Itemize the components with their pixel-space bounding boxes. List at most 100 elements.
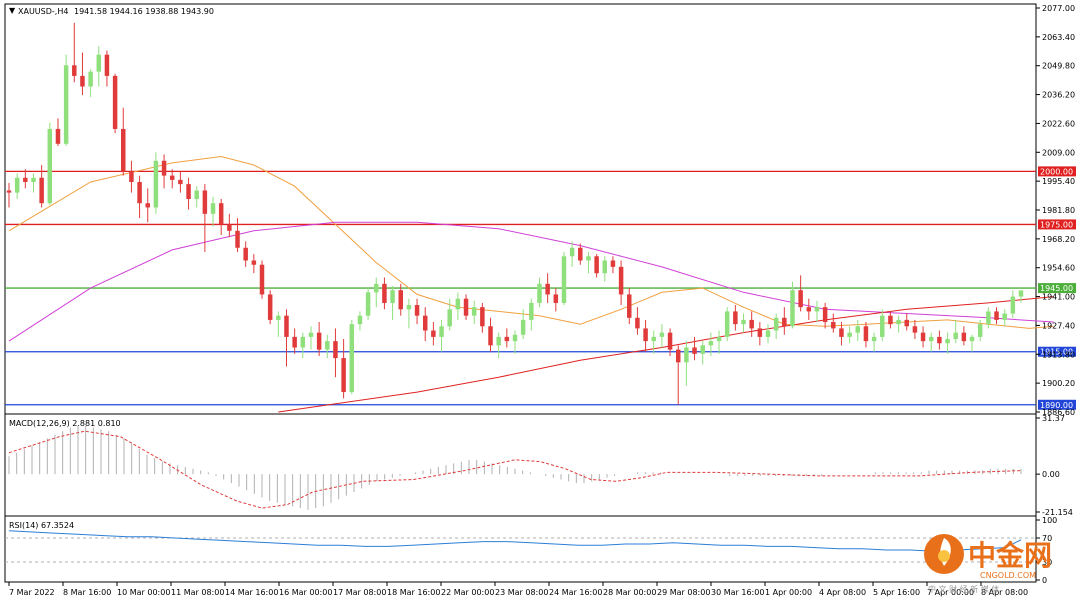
candle-body[interactable]: [235, 230, 240, 248]
candle-body[interactable]: [529, 302, 534, 320]
candle-body[interactable]: [80, 75, 85, 87]
candle-body[interactable]: [847, 332, 852, 337]
candle-body[interactable]: [47, 128, 53, 204]
candle-body[interactable]: [814, 307, 820, 312]
candle-body[interactable]: [782, 317, 787, 327]
candle-body[interactable]: [773, 317, 779, 331]
candle-body[interactable]: [243, 247, 248, 261]
candle-body[interactable]: [610, 260, 616, 267]
candle-body[interactable]: [382, 283, 387, 303]
candle-body[interactable]: [659, 332, 665, 337]
candle-body[interactable]: [904, 319, 909, 327]
candle-body[interactable]: [14, 177, 20, 193]
candle-body[interactable]: [447, 309, 452, 327]
candle-body[interactable]: [422, 315, 428, 331]
candle-body[interactable]: [733, 311, 738, 325]
candle-body[interactable]: [104, 54, 110, 76]
candle-body[interactable]: [169, 175, 175, 180]
candle-body[interactable]: [651, 336, 656, 342]
candle-body[interactable]: [161, 160, 167, 176]
candle-body[interactable]: [961, 332, 967, 342]
candle-body[interactable]: [969, 336, 975, 342]
candle-body[interactable]: [553, 294, 559, 303]
candle-body[interactable]: [798, 290, 803, 308]
candle-body[interactable]: [496, 336, 501, 346]
candle-body[interactable]: [504, 336, 510, 342]
candle-body[interactable]: [72, 65, 77, 76]
candle-body[interactable]: [398, 290, 403, 310]
candle-body[interactable]: [129, 171, 134, 182]
candle-body[interactable]: [757, 328, 763, 337]
candle-body[interactable]: [888, 315, 893, 325]
candle-body[interactable]: [218, 203, 224, 225]
candle-body[interactable]: [994, 311, 999, 320]
candle-body[interactable]: [251, 260, 257, 265]
candle-body[interactable]: [928, 336, 934, 342]
candle-body[interactable]: [1002, 313, 1007, 320]
candle-body[interactable]: [431, 330, 436, 337]
candle-body[interactable]: [333, 341, 338, 359]
candle-body[interactable]: [96, 54, 102, 72]
candle-body[interactable]: [202, 190, 208, 214]
candle-body[interactable]: [6, 190, 12, 193]
candle-body[interactable]: [692, 347, 697, 354]
candle-body[interactable]: [480, 307, 485, 327]
candle-body[interactable]: [880, 315, 885, 337]
candle-body[interactable]: [594, 256, 599, 274]
candle-body[interactable]: [471, 307, 477, 316]
candle-body[interactable]: [618, 266, 624, 295]
candle-body[interactable]: [986, 311, 991, 325]
candle-body[interactable]: [977, 324, 983, 337]
candle-body[interactable]: [308, 332, 314, 337]
candle-body[interactable]: [31, 177, 36, 182]
candle-body[interactable]: [463, 298, 469, 316]
candle-body[interactable]: [63, 65, 69, 144]
candle-body[interactable]: [684, 347, 689, 363]
candle-body[interactable]: [145, 203, 150, 208]
candle-body[interactable]: [855, 326, 861, 333]
candle-body[interactable]: [112, 75, 118, 129]
candle-body[interactable]: [55, 128, 61, 144]
candle-body[interactable]: [863, 326, 869, 342]
candle-body[interactable]: [23, 177, 28, 182]
candle-body[interactable]: [627, 294, 632, 318]
candle-body[interactable]: [912, 326, 918, 333]
candle-body[interactable]: [520, 319, 526, 335]
candle-body[interactable]: [316, 332, 322, 350]
candle-body[interactable]: [831, 322, 836, 329]
candle-body[interactable]: [765, 330, 771, 337]
candle-body[interactable]: [1018, 290, 1024, 297]
candle-body[interactable]: [920, 332, 926, 342]
candle-body[interactable]: [953, 332, 958, 340]
candle-body[interactable]: [267, 294, 273, 320]
candle-body[interactable]: [357, 315, 363, 325]
candle-body[interactable]: [390, 290, 395, 303]
dropdown-arrow-icon[interactable]: ▼: [9, 6, 16, 15]
candle-body[interactable]: [210, 203, 216, 214]
candle-body[interactable]: [578, 247, 583, 261]
candle-body[interactable]: [365, 292, 371, 316]
candle-body[interactable]: [374, 283, 379, 293]
candle-body[interactable]: [178, 179, 183, 185]
candle-body[interactable]: [300, 336, 306, 348]
candle-body[interactable]: [488, 326, 493, 346]
candle-body[interactable]: [121, 128, 126, 172]
candle-body[interactable]: [349, 324, 355, 393]
candle-body[interactable]: [700, 345, 705, 354]
candle-body[interactable]: [325, 341, 330, 350]
candle-body[interactable]: [586, 256, 591, 261]
candle-body[interactable]: [569, 247, 575, 257]
candle-body[interactable]: [896, 319, 901, 325]
candle-body[interactable]: [643, 328, 648, 342]
candle-body[interactable]: [602, 260, 608, 274]
candle-body[interactable]: [292, 336, 297, 348]
candle-body[interactable]: [88, 71, 93, 87]
candle-body[interactable]: [512, 334, 518, 342]
candle-body[interactable]: [406, 305, 412, 310]
candle-body[interactable]: [186, 184, 191, 199]
candle-body[interactable]: [545, 283, 550, 295]
candle-body[interactable]: [806, 307, 812, 312]
candle-body[interactable]: [414, 305, 420, 316]
candle-body[interactable]: [675, 349, 681, 363]
candle-body[interactable]: [635, 317, 640, 329]
